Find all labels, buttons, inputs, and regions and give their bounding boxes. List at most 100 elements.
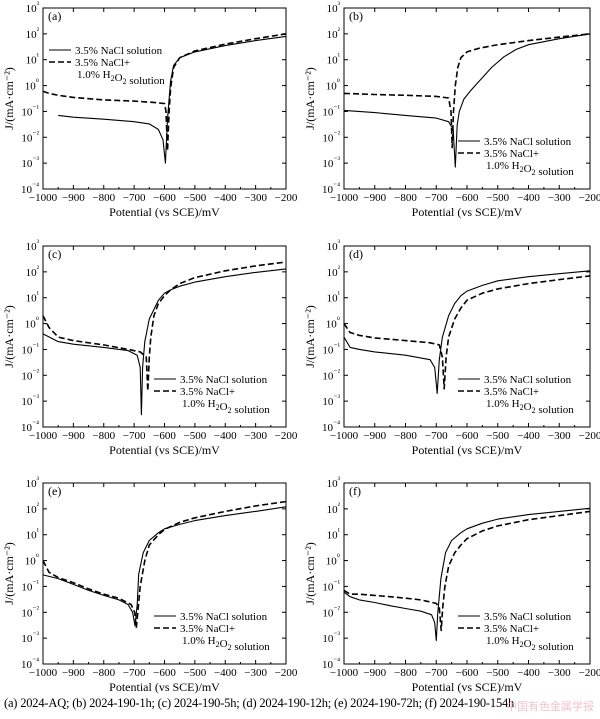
y-tick-label: 10³ xyxy=(327,238,341,253)
y-tick-label: 10⁻³ xyxy=(322,630,340,645)
x-tick-label: −600 xyxy=(456,430,479,442)
y-tick-label: 10⁻⁴ xyxy=(21,181,39,196)
x-tick-label: −700 xyxy=(123,192,146,204)
panel-label: (b) xyxy=(349,9,363,23)
legend-label: 3.5% NaCl+ xyxy=(484,386,539,398)
panel-f: −1000 −900 −800 −700 −600 −500 −400 −300 −200 10⁻… xyxy=(303,475,600,694)
y-axis-label: J/(mA·cm⁻²) xyxy=(2,67,16,130)
panel-e: −1000 −900 −800 −700 −600 −500 −400 −300 −200 10⁻… xyxy=(2,475,298,694)
figure-caption: (a) 2024-AQ; (b) 2024-190-1h; (c) 2024-1… xyxy=(4,696,515,710)
plot-frame xyxy=(343,7,591,190)
x-tick-label: −400 xyxy=(214,667,237,679)
x-tick-label: −600 xyxy=(153,430,176,442)
x-tick-label: −300 xyxy=(548,667,571,679)
panel-a: −1000 −900 −800 −700 −600 −500 −400 −300 −200 10⁻… xyxy=(2,0,298,219)
series-line-nacl-h2o2 xyxy=(343,510,591,632)
x-tick-label: −300 xyxy=(244,667,267,679)
x-tick-label: −800 xyxy=(92,430,115,442)
legend-label: 3.5% NaCl solution xyxy=(484,136,572,148)
legend-label: 1.0% H2O2 solution xyxy=(486,635,574,653)
x-tick-label: −1000 xyxy=(330,192,359,204)
y-axis-label: J/(mA·cm⁻²) xyxy=(303,305,317,368)
x-axis-label: Potential (vs SCE)/mV xyxy=(109,443,220,457)
x-tick-label: −900 xyxy=(363,430,386,442)
x-tick-label: −600 xyxy=(153,192,176,204)
legend-label: 3.5% NaCl solution xyxy=(180,374,268,386)
x-tick-label: −700 xyxy=(425,667,448,679)
x-tick-label: −500 xyxy=(184,192,207,204)
legend-label: 1.0% H2O2 solution xyxy=(77,69,165,87)
x-tick-label: −800 xyxy=(92,192,115,204)
series-line-nacl xyxy=(343,507,591,642)
x-tick-label: −400 xyxy=(214,192,237,204)
y-tick-label: 10⁻² xyxy=(322,129,340,144)
panel-label: (e) xyxy=(48,484,61,498)
x-tick-label: −500 xyxy=(486,667,509,679)
legend-label: 3.5% NaCl+ xyxy=(484,148,539,160)
y-tick-label: 10³ xyxy=(26,238,40,253)
y-tick-label: 10⁻⁴ xyxy=(21,656,39,671)
x-tick-label: −300 xyxy=(548,192,571,204)
x-tick-label: −500 xyxy=(486,192,509,204)
y-tick-label: 10² xyxy=(327,501,341,516)
y-tick-label: 10² xyxy=(327,26,341,41)
x-tick-label: −600 xyxy=(456,192,479,204)
x-tick-label: −200 xyxy=(579,667,600,679)
y-tick-label: 10⁻³ xyxy=(21,630,39,645)
legend-label: 1.0% H2O2 solution xyxy=(486,160,574,178)
series-line-nacl xyxy=(42,506,287,627)
x-axis-label: Potential (vs SCE)/mV xyxy=(109,205,220,219)
x-tick-label: −500 xyxy=(184,430,207,442)
x-tick-label: −1000 xyxy=(330,667,359,679)
x-tick-label: −1000 xyxy=(29,192,58,204)
x-tick-label: −200 xyxy=(579,430,600,442)
x-tick-label: −300 xyxy=(244,192,267,204)
y-tick-label: 10⁻³ xyxy=(322,393,340,408)
x-axis-label: Potential (vs SCE)/mV xyxy=(412,443,523,457)
x-axis-label: Potential (vs SCE)/mV xyxy=(109,680,220,694)
y-tick-label: 10⁰ xyxy=(25,316,39,331)
y-tick-label: 10⁻² xyxy=(322,604,340,619)
x-tick-label: −900 xyxy=(62,192,85,204)
x-tick-label: −900 xyxy=(363,192,386,204)
plot-frame xyxy=(343,245,591,428)
y-tick-label: 10⁻³ xyxy=(21,155,39,170)
x-tick-label: −200 xyxy=(579,192,600,204)
x-tick-label: −300 xyxy=(548,430,571,442)
y-tick-label: 10⁻⁴ xyxy=(21,419,39,434)
y-axis-label: J/(mA·cm⁻²) xyxy=(303,67,317,130)
y-tick-label: 10⁰ xyxy=(25,78,39,93)
series-line-nacl xyxy=(42,268,287,416)
x-tick-label: −1000 xyxy=(29,430,58,442)
x-axis-label: Potential (vs SCE)/mV xyxy=(412,205,523,219)
legend-label: 3.5% NaCl+ xyxy=(75,57,130,69)
panel-d: −1000 −900 −800 −700 −600 −500 −400 −300 −200 10⁻… xyxy=(303,238,600,457)
y-tick-label: 10⁻¹ xyxy=(322,103,340,118)
x-tick-label: −700 xyxy=(425,430,448,442)
y-axis-label: J/(mA·cm⁻²) xyxy=(2,305,16,368)
series-line-nacl-h2o2 xyxy=(343,275,591,390)
x-tick-label: −500 xyxy=(486,430,509,442)
x-tick-label: −800 xyxy=(394,192,417,204)
y-tick-label: 10⁻² xyxy=(322,367,340,382)
x-tick-label: −900 xyxy=(363,667,386,679)
y-tick-label: 10⁻³ xyxy=(21,393,39,408)
y-tick-label: 10¹ xyxy=(327,527,341,542)
y-tick-label: 10¹ xyxy=(26,52,40,67)
y-tick-label: 10² xyxy=(26,26,40,41)
y-tick-label: 10³ xyxy=(26,0,40,15)
x-tick-label: −200 xyxy=(275,192,298,204)
y-tick-label: 10⁻⁴ xyxy=(322,656,340,671)
series-line-nacl-h2o2 xyxy=(343,33,591,149)
y-tick-label: 10¹ xyxy=(26,527,40,542)
y-tick-label: 10⁰ xyxy=(326,316,340,331)
y-tick-label: 10⁻¹ xyxy=(21,103,39,118)
x-tick-label: −400 xyxy=(214,430,237,442)
x-tick-label: −500 xyxy=(184,667,207,679)
x-tick-label: −400 xyxy=(517,667,540,679)
y-tick-label: 10³ xyxy=(26,475,40,490)
y-tick-label: 10¹ xyxy=(327,52,341,67)
series-line-nacl-h2o2 xyxy=(42,500,287,629)
watermark: 中国有色金属学报 xyxy=(506,701,594,713)
y-tick-label: 10⁻² xyxy=(21,367,39,382)
